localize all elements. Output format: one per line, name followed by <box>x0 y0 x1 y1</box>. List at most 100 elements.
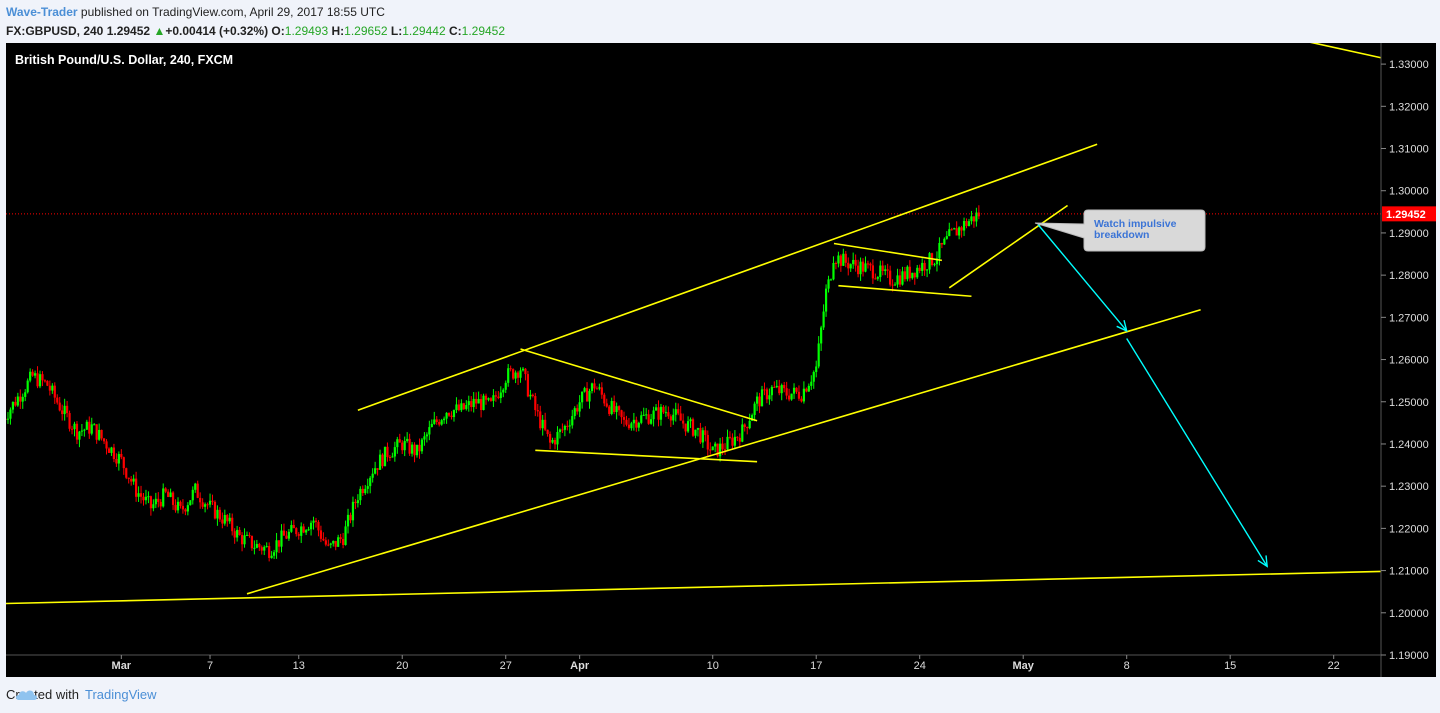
candle-body <box>879 265 882 278</box>
candle-body <box>122 457 125 469</box>
author-link[interactable]: Wave-Trader <box>6 5 78 19</box>
candle-body <box>216 509 219 519</box>
candle-body <box>659 406 663 420</box>
candle-body <box>975 212 978 222</box>
candle-body <box>834 263 838 265</box>
candle-body <box>637 422 640 428</box>
candle-body <box>595 388 599 390</box>
candle-body <box>452 410 456 418</box>
forecast-arrow-line[interactable] <box>1126 338 1268 567</box>
candle-body <box>600 387 603 395</box>
price-axis[interactable]: 1.33000 1.32000 1.31000 1.30000 1.29000 1.280… <box>1381 59 1429 662</box>
candle-body <box>228 517 231 522</box>
candle-body <box>179 501 182 506</box>
candle-body <box>383 446 387 467</box>
candle-body <box>406 438 409 442</box>
candle-body <box>223 515 226 524</box>
candle-body <box>196 483 199 498</box>
footer: Created with TradingView <box>6 687 157 702</box>
candle-body <box>369 477 372 487</box>
candle-body <box>93 424 96 426</box>
candle-body <box>531 394 534 397</box>
candle-body <box>98 429 101 440</box>
candle-body <box>741 424 744 442</box>
candle-body <box>861 261 865 272</box>
candle-body <box>398 439 401 443</box>
candle-body <box>393 447 396 457</box>
candle-body <box>61 410 64 415</box>
candle-body <box>662 406 665 413</box>
candle-body <box>679 413 682 421</box>
candle-body <box>300 526 303 536</box>
candle-body <box>381 454 384 467</box>
candle-body <box>711 446 714 451</box>
candle-body <box>250 535 254 549</box>
candle-body <box>753 403 756 416</box>
candle-body <box>142 496 145 501</box>
candle-body <box>36 373 39 387</box>
time-tick-label: 22 <box>1328 660 1340 672</box>
candle-body <box>613 401 616 413</box>
tradingview-link[interactable]: TradingView <box>84 687 157 702</box>
candle-body <box>539 411 542 429</box>
symbol-label[interactable]: FX:GBPUSD, 240 <box>6 24 104 38</box>
price-chart[interactable]: Watch impulsive breakdown British Pound/… <box>6 43 1436 677</box>
candle-body <box>563 425 566 430</box>
candle-body <box>783 385 786 389</box>
candle-body <box>561 429 564 431</box>
candle-body <box>78 431 81 440</box>
candle-body <box>169 492 172 497</box>
candle-body <box>6 418 7 420</box>
high-value: 1.29652 <box>344 24 388 38</box>
candle-body <box>332 540 335 544</box>
candle-body <box>797 391 801 399</box>
candle-body <box>366 486 369 489</box>
candle-body <box>958 227 961 236</box>
trendline[interactable] <box>357 143 1098 411</box>
candle-body <box>115 459 118 464</box>
candle-body <box>275 540 278 553</box>
trendline[interactable] <box>6 570 1382 605</box>
forecast-arrow-line[interactable] <box>1037 224 1128 332</box>
trendline[interactable] <box>246 308 1201 595</box>
callout-annotation[interactable]: Watch impulsive breakdown <box>1034 209 1206 252</box>
candle-body <box>824 288 828 312</box>
candle-body <box>948 229 951 237</box>
trendline[interactable] <box>838 284 972 298</box>
candle-body <box>815 366 818 372</box>
time-axis[interactable]: Mar 7 13 20 27 Apr 10 17 24 May 8 15 22 <box>112 655 1340 672</box>
candle-body <box>85 421 88 430</box>
candle-body <box>194 483 197 490</box>
candle-body <box>967 221 971 226</box>
trendline[interactable] <box>948 204 1069 289</box>
candle-body <box>226 515 229 522</box>
price-tick-label: 1.28000 <box>1389 270 1429 282</box>
candle-body <box>748 420 751 429</box>
trendline[interactable] <box>1304 43 1382 59</box>
candle-body <box>132 478 135 482</box>
candle-body <box>112 447 116 460</box>
candle-body <box>751 415 754 421</box>
time-tick-label: 15 <box>1224 660 1236 672</box>
trendline[interactable] <box>520 348 758 422</box>
candle-body <box>349 514 352 521</box>
candle-body <box>627 424 631 429</box>
candle-body <box>435 419 438 422</box>
trendline[interactable] <box>833 242 943 262</box>
price-tick-label: 1.25000 <box>1389 397 1429 409</box>
trendline[interactable] <box>535 449 758 463</box>
candle-body <box>364 488 367 494</box>
candle-body <box>240 534 244 545</box>
candle-body <box>650 419 653 424</box>
chart-area[interactable]: Watch impulsive breakdown British Pound/… <box>6 43 1436 677</box>
candle-body <box>324 540 327 545</box>
candle-body <box>603 394 606 404</box>
candle-body <box>208 500 212 505</box>
candle-body <box>162 488 165 507</box>
candle-body <box>245 534 249 536</box>
change-arrow-icon: ▲ <box>153 24 166 38</box>
candle-body <box>598 387 601 389</box>
candle-body <box>970 216 973 222</box>
candle-body <box>176 501 180 511</box>
last-price-tag: 1.29452 <box>1382 206 1436 222</box>
